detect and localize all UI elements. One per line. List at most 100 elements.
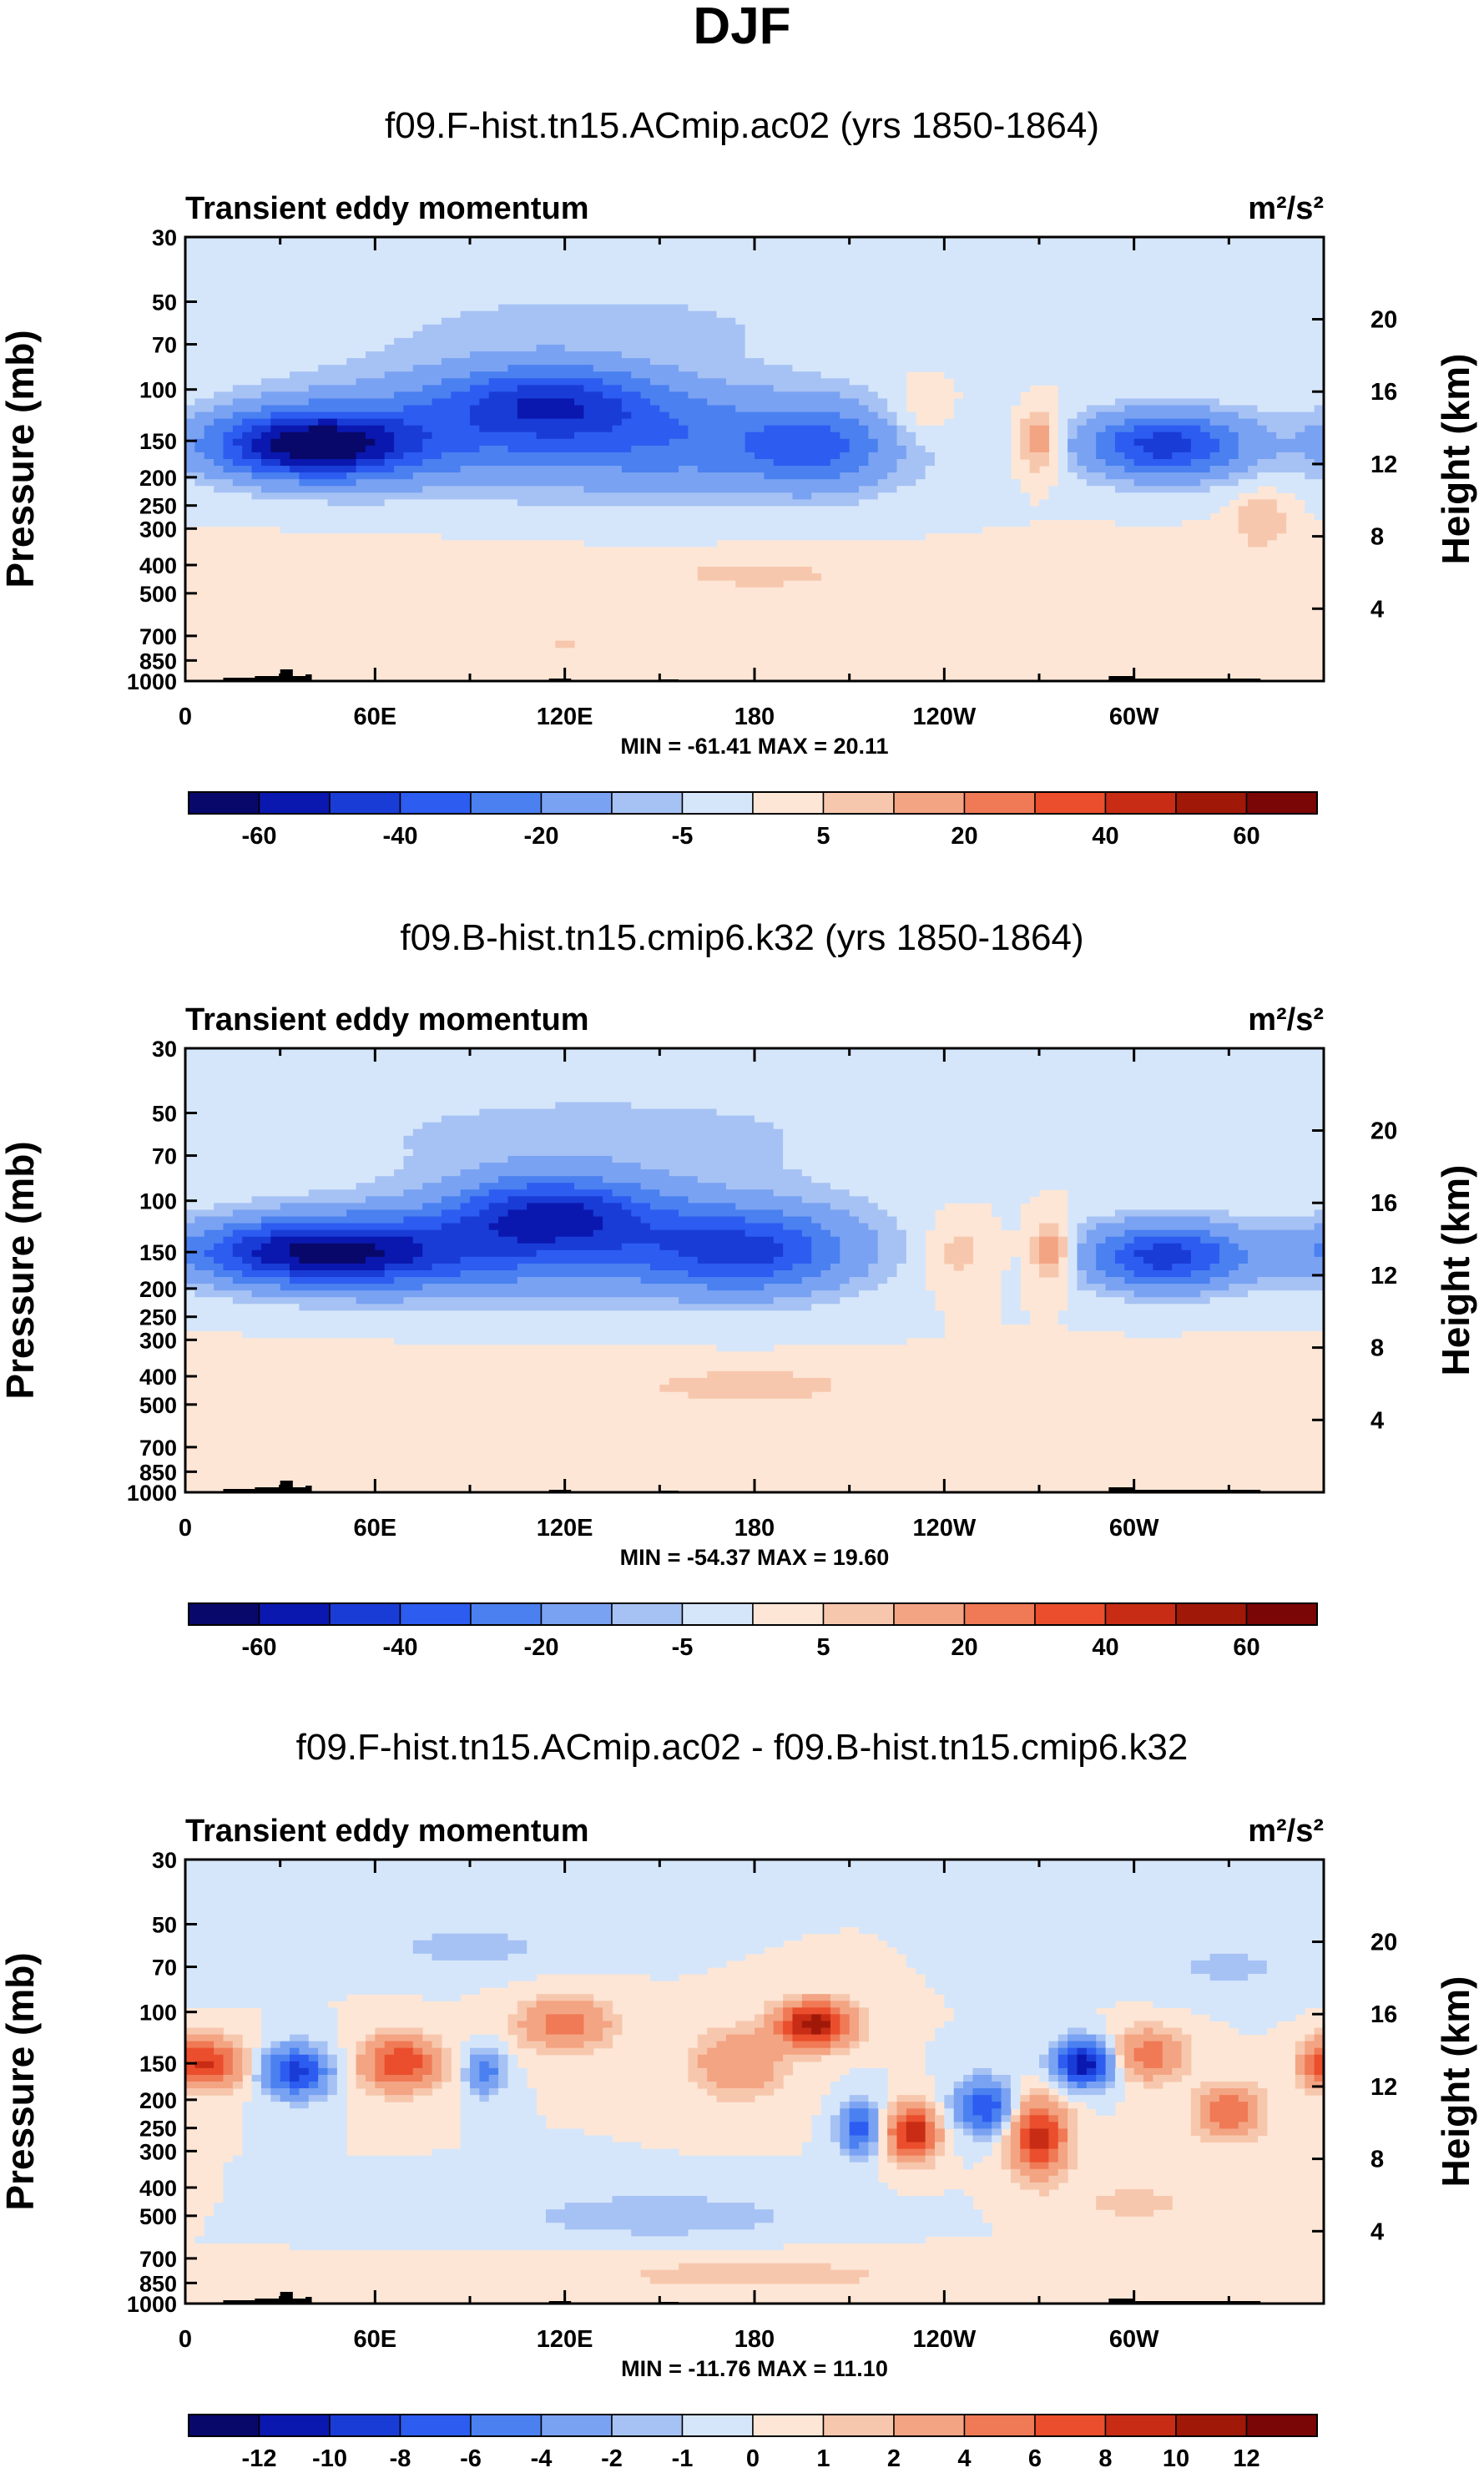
field-cell	[896, 486, 1021, 493]
field-cell	[877, 1249, 907, 1258]
field-cell	[1086, 2054, 1097, 2062]
field-cell	[1238, 512, 1287, 521]
field-cell	[1229, 425, 1268, 433]
field-cell	[840, 2142, 851, 2150]
field-cell	[1190, 2088, 1211, 2096]
field-cell	[972, 2067, 992, 2076]
field-cell	[1020, 438, 1031, 447]
field-cell	[669, 1377, 831, 1385]
field-cell	[251, 445, 271, 453]
field-cell	[820, 2108, 840, 2116]
y-tick-label: 200	[139, 1277, 177, 1302]
field-cell	[574, 1183, 642, 1190]
field-cell	[1190, 1966, 1268, 1975]
field-cell	[783, 1209, 851, 1218]
field-cell	[356, 2041, 366, 2049]
field-cell	[707, 1284, 765, 1291]
field-cell	[783, 2021, 794, 2029]
field-cell	[1114, 2067, 1125, 2076]
field-cell	[934, 2088, 955, 2096]
field-cell	[365, 351, 471, 359]
field-cell	[290, 2034, 310, 2042]
field-cell	[422, 445, 480, 453]
field-cell	[764, 358, 1324, 366]
field-cell	[1096, 2108, 1116, 2116]
field-cell	[1048, 2148, 1059, 2157]
field-cell	[290, 1270, 386, 1278]
field-cell	[185, 1196, 253, 1204]
field-cell	[536, 431, 575, 440]
field-cell	[564, 2223, 755, 2230]
field-cell	[1057, 2128, 1068, 2137]
field-cell	[185, 1981, 509, 1988]
field-cell	[214, 2209, 547, 2217]
field-cell	[346, 358, 442, 366]
field-cell	[1105, 425, 1135, 433]
field-cell	[356, 2074, 366, 2082]
field-cell	[1305, 2034, 1315, 2042]
field-cell	[679, 1249, 784, 1258]
field-cell	[1114, 398, 1220, 406]
field-cell	[318, 2054, 329, 2062]
field-cell	[356, 2054, 376, 2062]
field-cell	[290, 1243, 376, 1251]
field-cell	[1068, 459, 1078, 467]
field-cell	[992, 2067, 1049, 2076]
field-cell	[906, 1256, 926, 1264]
field-cell	[1057, 431, 1068, 440]
field-cell	[1029, 2148, 1049, 2157]
topography-mark	[1108, 676, 1134, 681]
field-cell	[925, 466, 1012, 473]
field-cell	[1048, 2095, 1059, 2102]
field-cell	[830, 2041, 851, 2049]
field-cell	[1068, 1324, 1324, 1332]
field-cell	[603, 378, 651, 386]
field-cell	[783, 1249, 812, 1258]
field-cell	[1096, 445, 1116, 453]
field-cell	[1209, 431, 1239, 440]
field-cell	[925, 2061, 1040, 2069]
field-cell	[470, 2074, 480, 2082]
field-cell	[953, 385, 1031, 392]
field-cell	[1190, 2102, 1201, 2109]
field-cell	[1105, 1270, 1135, 1278]
field-cell	[783, 1163, 1324, 1170]
field-cell	[649, 1203, 736, 1211]
field-cell	[1257, 2108, 1268, 2116]
field-cell	[185, 1317, 945, 1325]
field-cell	[394, 438, 423, 447]
field-cell	[517, 405, 584, 413]
field-cell	[1068, 466, 1088, 473]
y-tick-label: 150	[139, 429, 177, 454]
field-cell	[783, 1148, 1324, 1157]
field-cell	[384, 2088, 414, 2096]
y2-tick-label: 12	[1370, 452, 1397, 478]
field-cell	[545, 2021, 584, 2029]
field-cell	[375, 2074, 423, 2082]
field-cell	[185, 1966, 708, 1975]
field-cell	[792, 2034, 831, 2042]
field-cell	[185, 452, 205, 460]
field-cell	[1124, 1229, 1211, 1238]
field-cell	[640, 1277, 803, 1284]
field-cell	[688, 425, 765, 433]
colorbar-label: 5	[816, 823, 830, 850]
field-cell	[697, 371, 822, 379]
colorbar-swatch	[470, 2414, 543, 2437]
field-cell	[242, 2115, 347, 2122]
field-cell	[460, 2128, 584, 2137]
field-cell	[868, 425, 898, 433]
field-cell	[877, 1243, 907, 1251]
field-cell	[820, 2095, 851, 2102]
field-cell	[1209, 418, 1259, 426]
field-cell	[223, 2067, 234, 2076]
colorbar-frame	[188, 1602, 1318, 1626]
field-cell	[185, 512, 1211, 521]
field-cell	[1057, 2047, 1068, 2056]
field-cell	[934, 2115, 945, 2122]
field-cell	[1001, 2148, 1012, 2157]
field-cell	[1295, 2067, 1305, 2076]
field-cell	[583, 1203, 623, 1211]
field-cell	[299, 2088, 329, 2096]
field-cell	[906, 1960, 1192, 1968]
